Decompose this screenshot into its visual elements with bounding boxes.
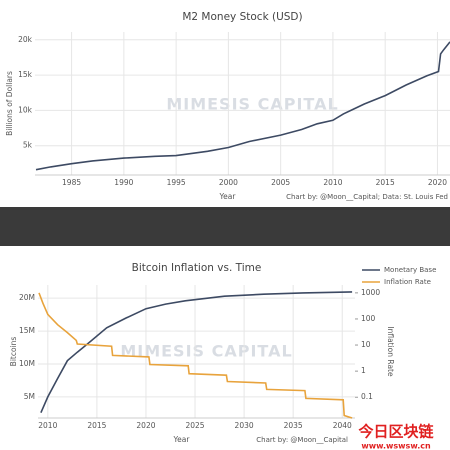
chart-title: Bitcoin Inflation vs. Time (132, 262, 262, 274)
x-tick-label: 2005 (271, 178, 290, 187)
y-tick-label: 20k (18, 35, 33, 44)
y-tick-label: 10k (18, 105, 33, 114)
x-tick-label: 2010 (323, 178, 342, 187)
watermark: MIMESIS CAPITAL (120, 342, 292, 361)
corner-watermark: www.wswsw.cn (361, 442, 431, 450)
legend-label: Inflation Rate (384, 278, 431, 286)
chart-title: M2 Money Stock (USD) (182, 11, 302, 23)
x-axis-label: Year (173, 435, 191, 444)
y-tick-label: 5k (23, 141, 33, 150)
y-tick-label: 5M (24, 392, 35, 401)
x-tick-label: 1990 (114, 178, 133, 187)
series-line (35, 41, 450, 171)
x-axis-label: Year (219, 192, 237, 201)
legend-label: Monetary Base (384, 266, 436, 274)
x-tick-label: 2020 (428, 178, 447, 187)
y-tick-label: 20M (19, 293, 35, 302)
separator-band (0, 207, 450, 246)
x-tick-label: 2025 (185, 421, 204, 430)
y-tick-label: 15k (18, 70, 33, 79)
x-tick-label: 2030 (235, 421, 254, 430)
y2-tick-label: 0.1 (361, 392, 373, 401)
y2-tick-label: 100 (361, 314, 376, 323)
x-tick-label: 2015 (376, 178, 395, 187)
watermark: MIMESIS CAPITAL (166, 95, 338, 114)
y2-axis-label: Inflation Rate (386, 326, 395, 377)
x-tick-label: 1985 (62, 178, 81, 187)
y-tick-label: 10M (19, 359, 35, 368)
y-axis-label: Billions of Dollars (5, 71, 14, 136)
x-tick-label: 2010 (38, 421, 57, 430)
x-tick-label: 2035 (284, 421, 303, 430)
y-axis-label: Bitcoins (9, 337, 18, 367)
x-tick-label: 1995 (167, 178, 186, 187)
y-tick-label: 15M (19, 326, 35, 335)
y2-tick-label: 1000 (361, 288, 380, 297)
x-tick-label: 2020 (136, 421, 155, 430)
credit: Chart by: @Moon__Capital (256, 436, 348, 444)
credit: Chart by: @Moon__Capital; Data: St. Loui… (286, 193, 448, 201)
x-tick-label: 2015 (87, 421, 106, 430)
series-line (40, 291, 353, 414)
series-line (38, 292, 353, 419)
y2-tick-label: 1 (361, 366, 366, 375)
corner-watermark: 今日区块链 (357, 423, 434, 441)
y2-tick-label: 10 (361, 340, 371, 349)
x-tick-label: 2000 (219, 178, 238, 187)
x-tick-label: 2040 (333, 421, 352, 430)
